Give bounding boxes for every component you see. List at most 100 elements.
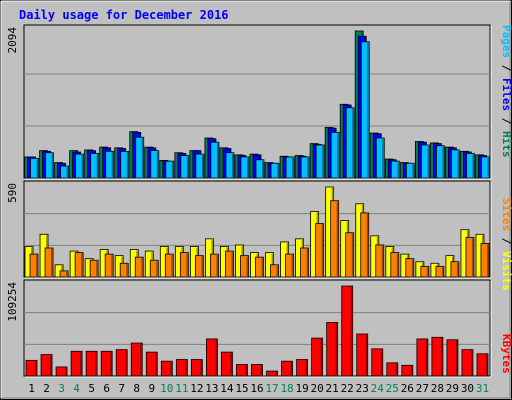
bar-shade <box>125 350 127 376</box>
x-axis-labels: 1 2 3 4 5 6 7 8 9 10 11 12 13 14 15 16 17 18 19 20 21 22 23 24 2… <box>28 382 489 395</box>
bar-body <box>420 265 430 278</box>
bar-body <box>390 252 400 278</box>
bar-body <box>360 212 370 278</box>
bar-sites-23 <box>360 212 370 278</box>
bar-body <box>105 150 115 179</box>
bar-pages-14 <box>225 152 235 179</box>
bar-pages-26 <box>405 162 415 179</box>
bar-pages-21 <box>330 131 340 179</box>
x-tick-label-1: 1 <box>28 382 35 395</box>
bar-shade <box>81 253 83 277</box>
bar-body <box>134 256 144 278</box>
bar-kbytes-31 <box>476 353 489 377</box>
bar-shade <box>185 360 187 376</box>
bar-shade <box>155 353 157 376</box>
bar-kbytes-8 <box>130 342 143 377</box>
bar-shade <box>246 157 249 178</box>
x-tick-label-5: 5 <box>88 382 95 395</box>
bar-shade <box>306 249 309 277</box>
bar-body <box>40 354 53 377</box>
x-tick-label-19: 19 <box>295 382 308 395</box>
bar-body <box>461 349 474 377</box>
bar-shade <box>156 261 158 277</box>
bar-shade <box>382 138 384 178</box>
bar-kbytes-2 <box>40 354 53 377</box>
bar-shade <box>262 160 264 178</box>
bar-sites-6 <box>104 253 114 278</box>
bar-sites-22 <box>345 232 355 278</box>
bar-body <box>476 353 489 377</box>
bar-kbytes-18 <box>281 360 293 377</box>
y-axis-labels: 2094 590 109254 <box>6 27 19 322</box>
bar-shade <box>367 42 369 179</box>
bar-kbytes-10 <box>160 360 173 377</box>
bar-body <box>375 137 385 179</box>
bar-sites-13 <box>210 253 219 278</box>
bar-shade <box>260 365 263 376</box>
bar-sites-11 <box>179 252 189 278</box>
legend-middle-part-2: Visits <box>500 251 512 291</box>
bar-sites-9 <box>149 259 159 278</box>
x-tick-label-11: 11 <box>175 382 188 395</box>
bar-body <box>386 362 399 377</box>
chart-legends: Pages / Files / Hits Sites / Visits KBytes <box>500 25 512 374</box>
panel-hits <box>23 24 492 180</box>
bar-shade <box>350 287 353 376</box>
bar-body <box>446 339 459 377</box>
bar-shade <box>51 153 54 178</box>
bar-shade <box>66 167 69 178</box>
bar-kbytes-3 <box>55 366 68 377</box>
bar-sites-8 <box>134 256 144 278</box>
bar-shade <box>397 162 399 178</box>
bar-sites-1 <box>29 253 39 278</box>
bar-body <box>190 359 203 377</box>
bar-kbytes-25 <box>386 362 399 377</box>
bar-body <box>375 244 385 278</box>
bar-shade <box>380 349 383 376</box>
x-tick-label-12: 12 <box>190 382 203 395</box>
bar-pages-17 <box>270 162 280 179</box>
bar-sites-17 <box>270 264 279 278</box>
bar-kbytes-28 <box>431 336 444 377</box>
bar-pages-19 <box>300 156 310 179</box>
bar-shade <box>140 344 142 376</box>
bar-sites-24 <box>375 244 385 278</box>
bar-shade <box>366 213 369 277</box>
bar-sites-30 <box>465 236 475 278</box>
bar-body <box>326 322 339 377</box>
bar-body <box>330 200 340 278</box>
bar-shade <box>307 157 309 178</box>
x-tick-label-31: 31 <box>476 382 489 395</box>
bar-shade <box>186 253 188 277</box>
bar-shade <box>381 245 384 277</box>
bar-shade <box>261 258 264 277</box>
bar-body <box>164 253 174 278</box>
bar-body <box>160 360 173 377</box>
bar-body <box>345 107 355 179</box>
bar-shade <box>442 146 444 178</box>
bar-kbytes-15 <box>236 364 248 377</box>
bar-body <box>100 350 113 377</box>
bar-shade <box>231 252 234 277</box>
legend-top-part-1: / <box>500 58 512 78</box>
bar-body <box>119 262 129 278</box>
bar-shade <box>245 365 248 376</box>
bar-shade <box>215 339 218 376</box>
bar-body <box>285 253 294 278</box>
x-tick-label-21: 21 <box>326 382 339 395</box>
bar-kbytes-30 <box>461 349 474 377</box>
bar-kbytes-13 <box>206 338 218 377</box>
x-tick-label-15: 15 <box>235 382 248 395</box>
bar-body <box>165 160 175 179</box>
bar-shade <box>156 151 159 178</box>
bar-shade <box>337 133 339 178</box>
bar-pages-18 <box>285 156 295 179</box>
bar-pages-30 <box>466 153 475 179</box>
bar-pages-25 <box>390 160 400 179</box>
bar-sites-20 <box>315 223 325 278</box>
bar-body <box>25 359 38 377</box>
bar-kbytes-6 <box>100 350 113 377</box>
bar-shade <box>230 353 233 376</box>
bar-sites-16 <box>255 256 264 278</box>
